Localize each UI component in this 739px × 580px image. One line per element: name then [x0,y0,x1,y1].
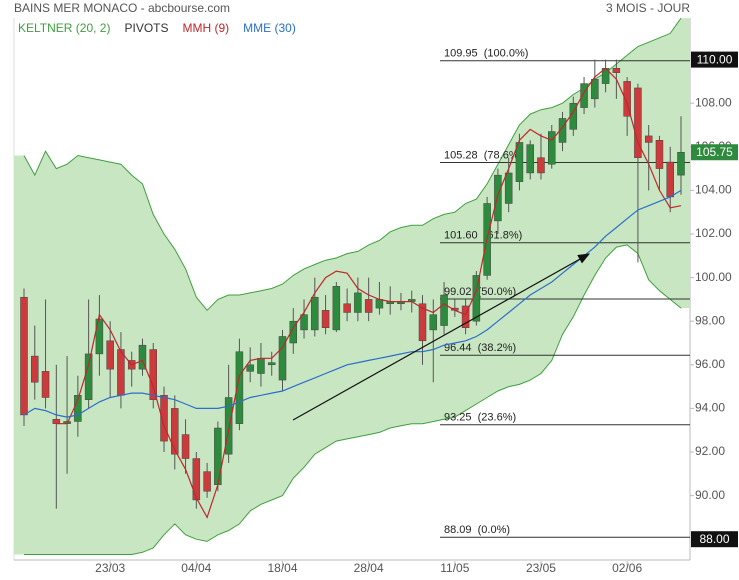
y-tick-label: 108.00 [695,95,732,109]
candle-body [84,353,93,400]
candle-body [472,275,481,322]
pivot-label: 96.44 (38.2%) [444,342,516,354]
candle-body [364,299,373,313]
price-marker-label: 88.00 [699,532,729,546]
candle-body [494,174,502,222]
x-tick-label: 11/05 [440,561,469,575]
pivot-label: 109.95 (100.0%) [444,48,528,60]
candle-body [203,471,211,492]
legend-label: KELTNER (20, 2) [18,21,110,35]
pivot-label: 93.25 (23.6%) [444,412,516,424]
candle-body [41,371,50,398]
price-marker [691,531,738,548]
candle-body [354,292,362,313]
y-tick-label: 96.00 [695,357,725,371]
candle-body [289,320,298,344]
price-marker [691,144,738,161]
candle-body [644,135,653,143]
candle-body [591,78,599,100]
candle-body [558,118,567,143]
candle-body [300,314,308,331]
candle-body [257,358,265,374]
candle-body [278,336,287,381]
pivot-label: 101.60 (61.8%) [444,230,522,242]
legend-label: MMH (9) [183,21,230,35]
candle-body [343,303,351,313]
y-tick-label: 92.00 [695,444,725,458]
candle-body [20,296,28,416]
y-tick-label: 94.00 [695,401,725,415]
candle-body [515,142,524,182]
indicator-line [56,67,682,519]
candle-body [95,318,104,355]
candle-body [461,305,470,328]
candle-body [666,161,674,198]
x-tick-label: 23/03 [95,561,125,575]
price-marker [691,51,738,68]
candle-body [149,349,157,400]
candle-body [160,395,168,442]
candle-body [214,427,222,485]
x-tick-label: 04/04 [181,561,211,575]
candle-body [548,131,556,165]
pivot-label: 88.09 (0.0%) [444,524,510,536]
candle-body [117,349,125,396]
candle-body [623,81,631,117]
candle-body [526,144,534,174]
candle-body [634,87,642,158]
candle-body [181,434,190,459]
candle-body [677,152,685,176]
y-tick-label: 98.00 [695,313,725,327]
chart-title: BAINS MER MONACO - abcbourse.com [14,1,230,15]
indicator-line [23,189,682,418]
candle-body [224,397,233,455]
candle-body [375,299,384,309]
candle-body [418,303,427,342]
candle-body [321,310,330,328]
y-tick-label: 90.00 [695,488,725,502]
candle-body [440,294,448,326]
pivot-label: 105.28 (78.6%) [444,149,522,161]
x-tick-label: 23/05 [526,561,556,575]
candle-body [612,68,621,73]
candle-body [138,344,147,370]
candle-body [52,419,61,424]
candle-body [655,140,664,169]
candle-body [580,83,588,108]
y-tick-label: 102.00 [695,226,732,240]
candle-body [504,172,513,204]
price-marker-label: 105.75 [696,145,733,159]
candle-body [31,355,39,383]
candle-body [235,351,244,424]
trend-arrow [292,253,591,421]
y-tick-label: 104.00 [695,183,732,197]
x-tick-label: 18/04 [267,561,297,575]
candle-body [171,408,179,455]
candle-body [106,340,114,370]
candle-body [246,364,254,372]
y-tick-label: 100.00 [695,270,732,284]
price-marker-label: 110.00 [697,52,733,66]
keltner-upper [23,17,682,312]
keltner-lower [24,244,682,555]
period: 3 MOIS - JOUR [606,1,690,15]
x-tick-label: 02/06 [612,561,642,575]
x-tick-label: 28/04 [354,561,384,575]
candle-body [429,314,438,331]
candle-body [311,296,319,331]
candle-body [192,458,201,501]
candle-body [332,286,341,331]
legend-label: MME (30) [243,21,296,35]
candle-body [537,157,545,174]
candle-body [267,362,276,366]
legend-label: PIVOTS [124,21,168,35]
